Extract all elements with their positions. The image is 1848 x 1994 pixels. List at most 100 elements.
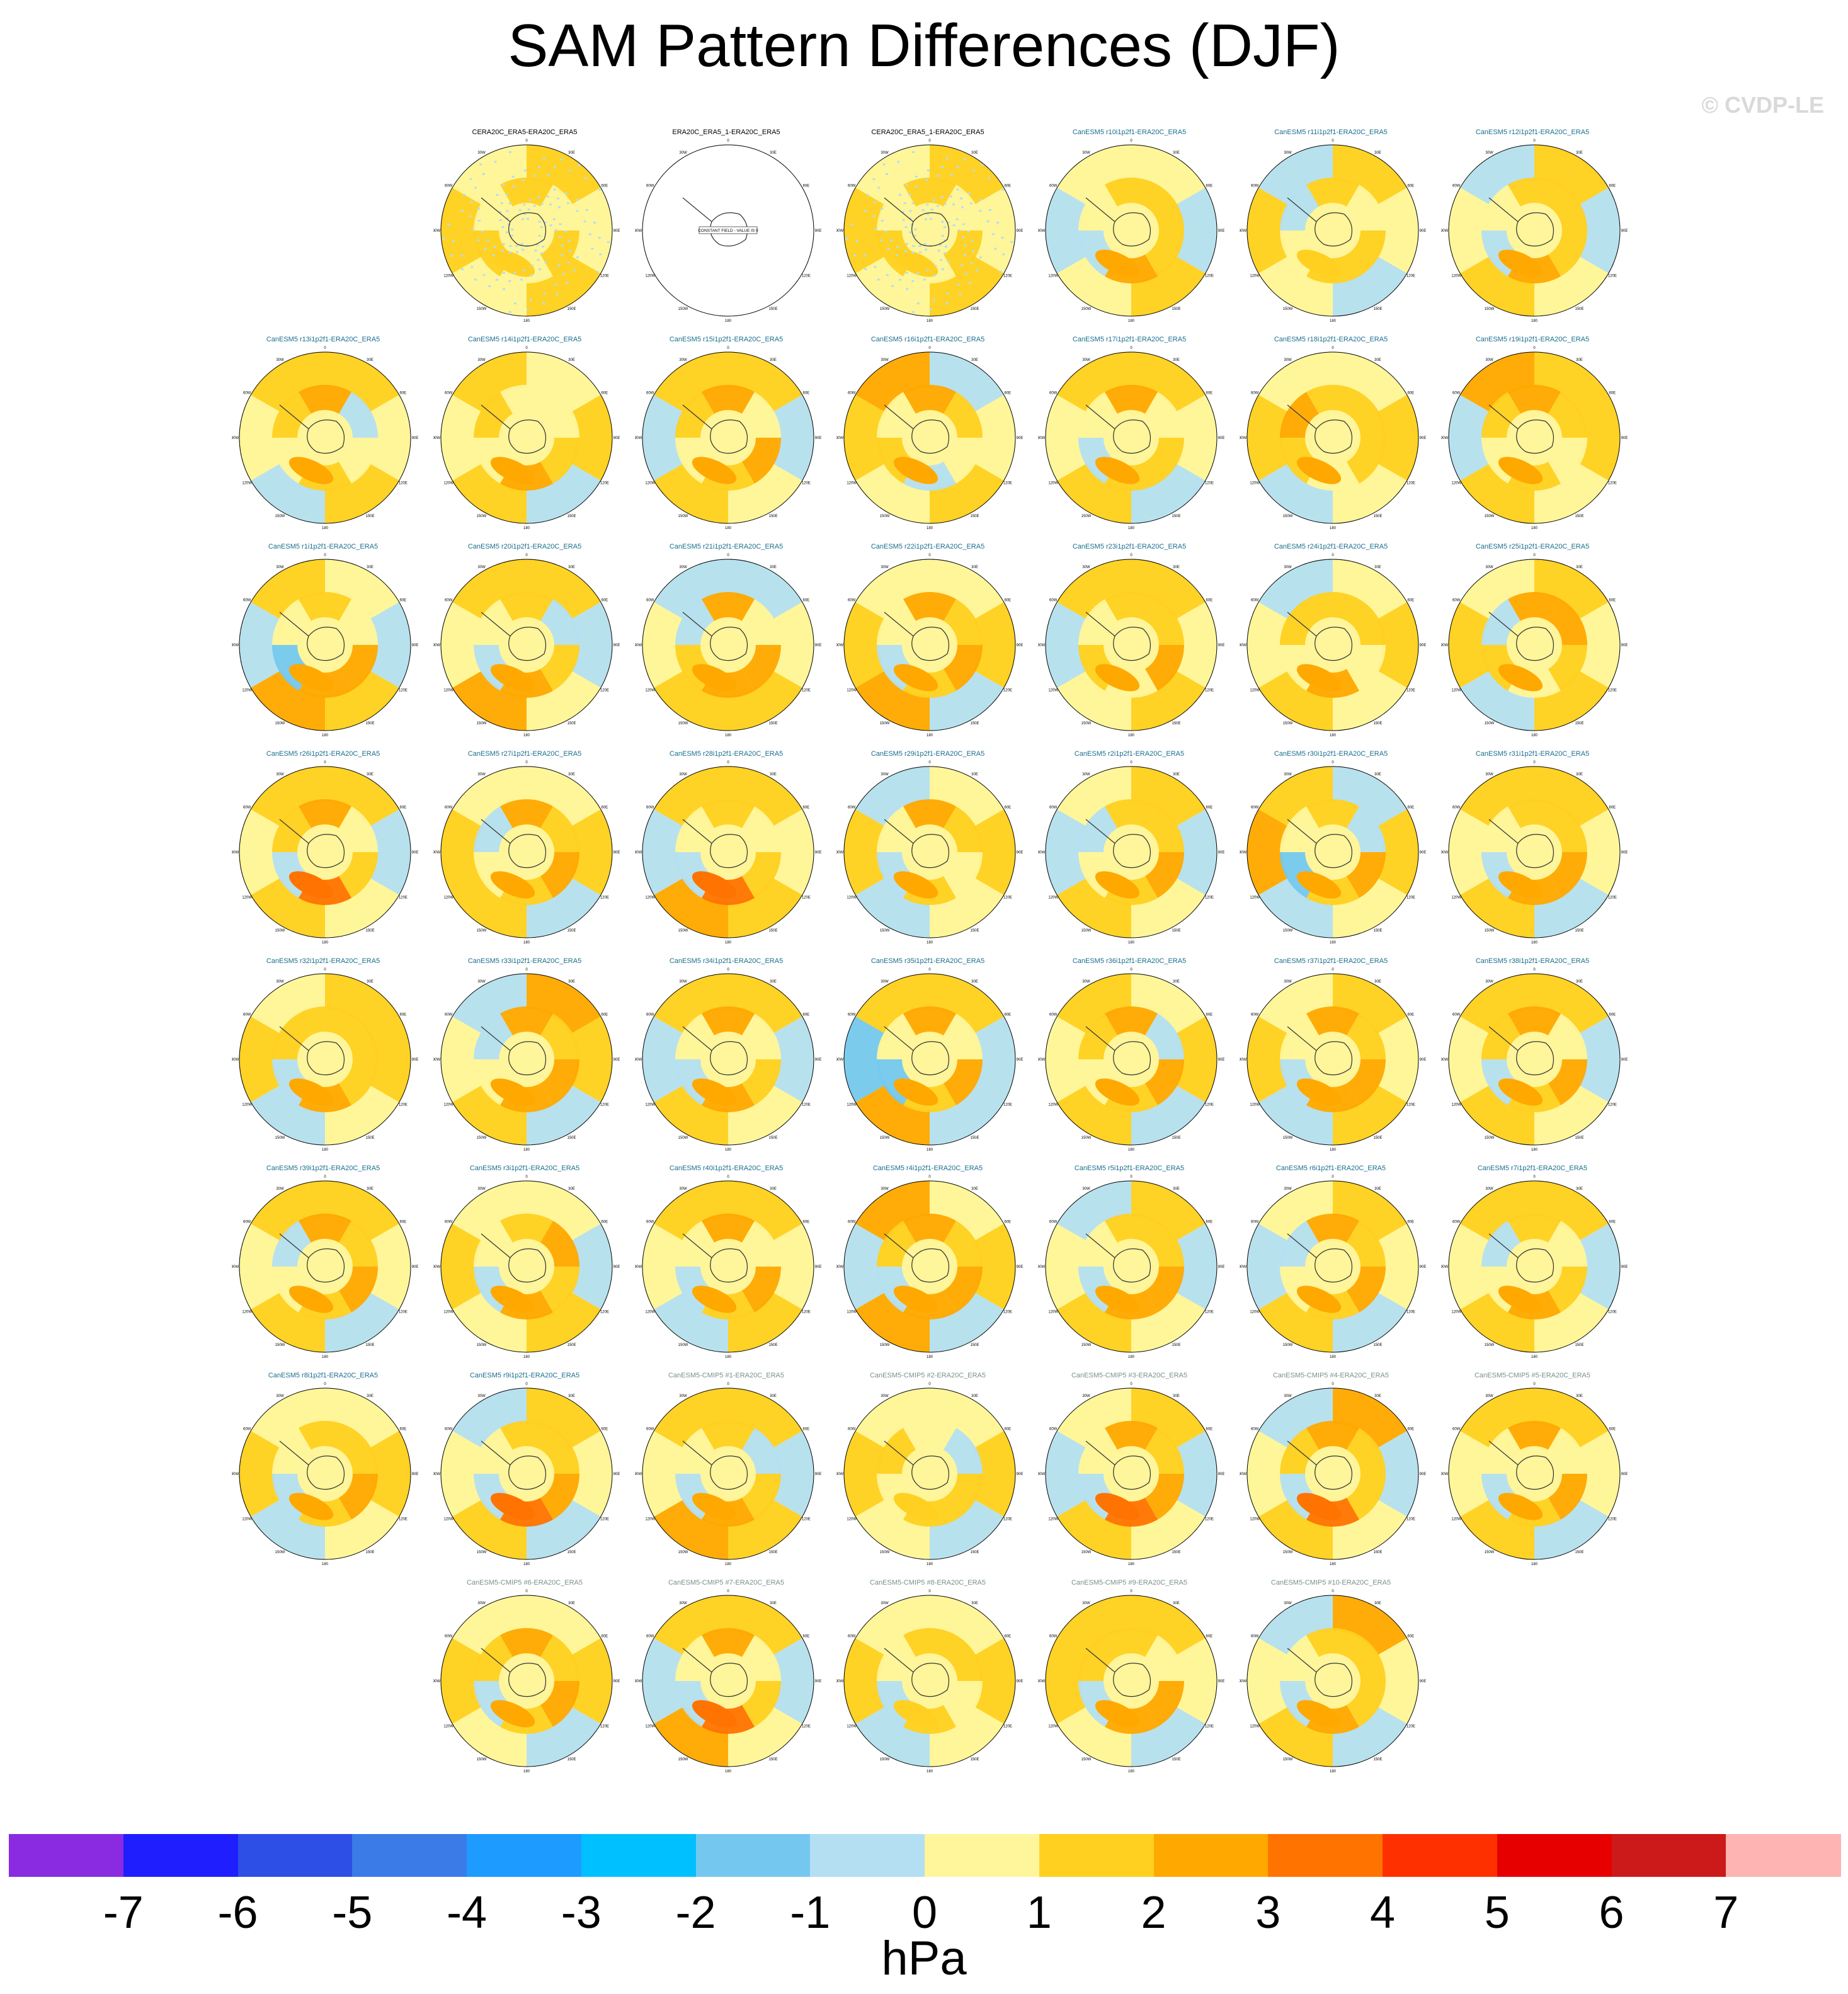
longitude-label: 150E	[1373, 1758, 1382, 1762]
speckle	[509, 245, 512, 248]
field-cell	[1046, 1638, 1088, 1724]
longitude-label: 150E	[768, 722, 777, 726]
field-cell	[339, 438, 378, 484]
speckle	[508, 202, 511, 205]
anomaly-blob	[692, 664, 737, 692]
field-cell	[1333, 256, 1407, 316]
map-panel: CanESM5-CMIP5 #9-ERA20C_ERA5 0 30E 60E 90E 12…	[1038, 1579, 1224, 1780]
speckle	[556, 197, 559, 200]
field-cell	[251, 974, 325, 1034]
speckle	[552, 218, 556, 220]
field-cell	[500, 1006, 553, 1035]
longitude-label: 0	[928, 968, 931, 972]
longitude-label: 120W	[1048, 1311, 1058, 1314]
field-cell	[1347, 852, 1386, 898]
longitude-label: 150E	[1373, 722, 1382, 726]
longitude-label: 120E	[802, 1103, 811, 1107]
longitude-label: 30W	[276, 1187, 284, 1191]
longitude-label: 120W	[1250, 896, 1260, 900]
anomaly-blob	[893, 871, 938, 899]
speckle	[549, 203, 552, 206]
field-cell	[452, 877, 527, 938]
longitude-label: 30W	[1284, 773, 1292, 777]
longitude-label: 180	[1531, 319, 1538, 323]
panel-title: CanESM5 r26i1p2f1-ERA20C_ERA5	[266, 750, 380, 758]
longitude-label: 60E	[1004, 1013, 1011, 1017]
speckle	[991, 233, 995, 236]
longitude-label: 0	[727, 1382, 729, 1386]
field-cell	[930, 1499, 1004, 1559]
speckle	[976, 269, 979, 271]
anomaly-blob	[490, 1285, 535, 1313]
speckle	[559, 223, 562, 225]
field-cell	[527, 145, 601, 205]
panel-title: CanESM5 r25i1p2f1-ERA20C_ERA5	[1475, 543, 1590, 550]
longitude-label: 150E	[567, 1551, 576, 1554]
longitude-label: 150E	[1575, 722, 1583, 726]
longitude-label: 180	[1128, 1148, 1135, 1152]
speckle	[506, 217, 509, 220]
field-cell	[1145, 438, 1184, 484]
longitude-label: 180	[523, 1148, 530, 1152]
longitude-label: 60E	[1407, 806, 1414, 810]
map-panel: CanESM5 r37i1p2f1-ERA20C_ERA5 0 30E 60E 90E 1…	[1240, 957, 1426, 1159]
longitude-label: 0	[1332, 1382, 1334, 1386]
speckle	[972, 169, 975, 172]
longitude-label: 30E	[367, 1187, 374, 1191]
speckle	[527, 309, 529, 310]
field-cell	[540, 392, 579, 438]
panel-title: CanESM5-CMIP5 #1-ERA20C_ERA5	[668, 1372, 785, 1379]
speckle	[442, 237, 445, 240]
map-panel: CanESM5 r13i1p2f1-ERA20C_ERA5 0 30E 60E 90E 1…	[232, 336, 418, 537]
field-cell	[1131, 670, 1206, 731]
longitude-label: 90W	[836, 436, 844, 440]
field-cell	[728, 1388, 802, 1449]
longitude-label: 120W	[1048, 1518, 1058, 1522]
field-cell	[772, 602, 814, 688]
speckle	[598, 236, 601, 239]
longitude-label: 60W	[1251, 806, 1259, 810]
longitude-label: 30W	[477, 980, 486, 984]
speckle	[583, 220, 586, 223]
longitude-label: 0	[525, 968, 528, 972]
speckle	[905, 242, 908, 245]
field-cell	[642, 1017, 685, 1102]
longitude-label: 60W	[445, 392, 453, 396]
longitude-label: 90E	[412, 436, 418, 440]
speckle	[965, 273, 968, 275]
speckle	[498, 211, 501, 214]
field-cell	[1175, 1638, 1217, 1724]
longitude-label: 60E	[802, 806, 809, 810]
map-border	[843, 973, 1016, 1146]
field-cell	[1057, 463, 1131, 523]
longitude-label: 150E	[365, 1343, 374, 1347]
panel-title: CanESM5 r17i1p2f1-ERA20C_ERA5	[1072, 336, 1187, 343]
longitude-label: 150W	[880, 1551, 890, 1554]
longitude-label: 90E	[1621, 229, 1628, 233]
longitude-label: 30E	[1173, 1394, 1180, 1398]
speckle	[502, 184, 505, 186]
longitude-label: 120W	[1048, 896, 1058, 900]
speckle	[496, 193, 499, 196]
longitude-label: 150E	[1373, 929, 1382, 933]
longitude-label: 30W	[1284, 566, 1292, 569]
speckle	[877, 186, 881, 189]
field-cell	[728, 559, 802, 620]
longitude-label: 120W	[645, 1103, 655, 1107]
speckle	[599, 253, 602, 256]
speckle	[561, 244, 564, 247]
longitude-label: 60E	[802, 392, 809, 396]
antarctica-outline	[1085, 1648, 1151, 1697]
watermark: © CVDP-LE	[1701, 92, 1824, 118]
map-panel: CanESM5-CMIP5 #7-ERA20C_ERA5 0 30E 60E 90E 12…	[635, 1579, 821, 1780]
speckle	[492, 254, 495, 256]
longitude-label: 150W	[1081, 307, 1092, 311]
field-cell	[930, 1292, 1004, 1352]
field-cell	[1258, 1706, 1333, 1767]
speckle	[930, 309, 932, 310]
